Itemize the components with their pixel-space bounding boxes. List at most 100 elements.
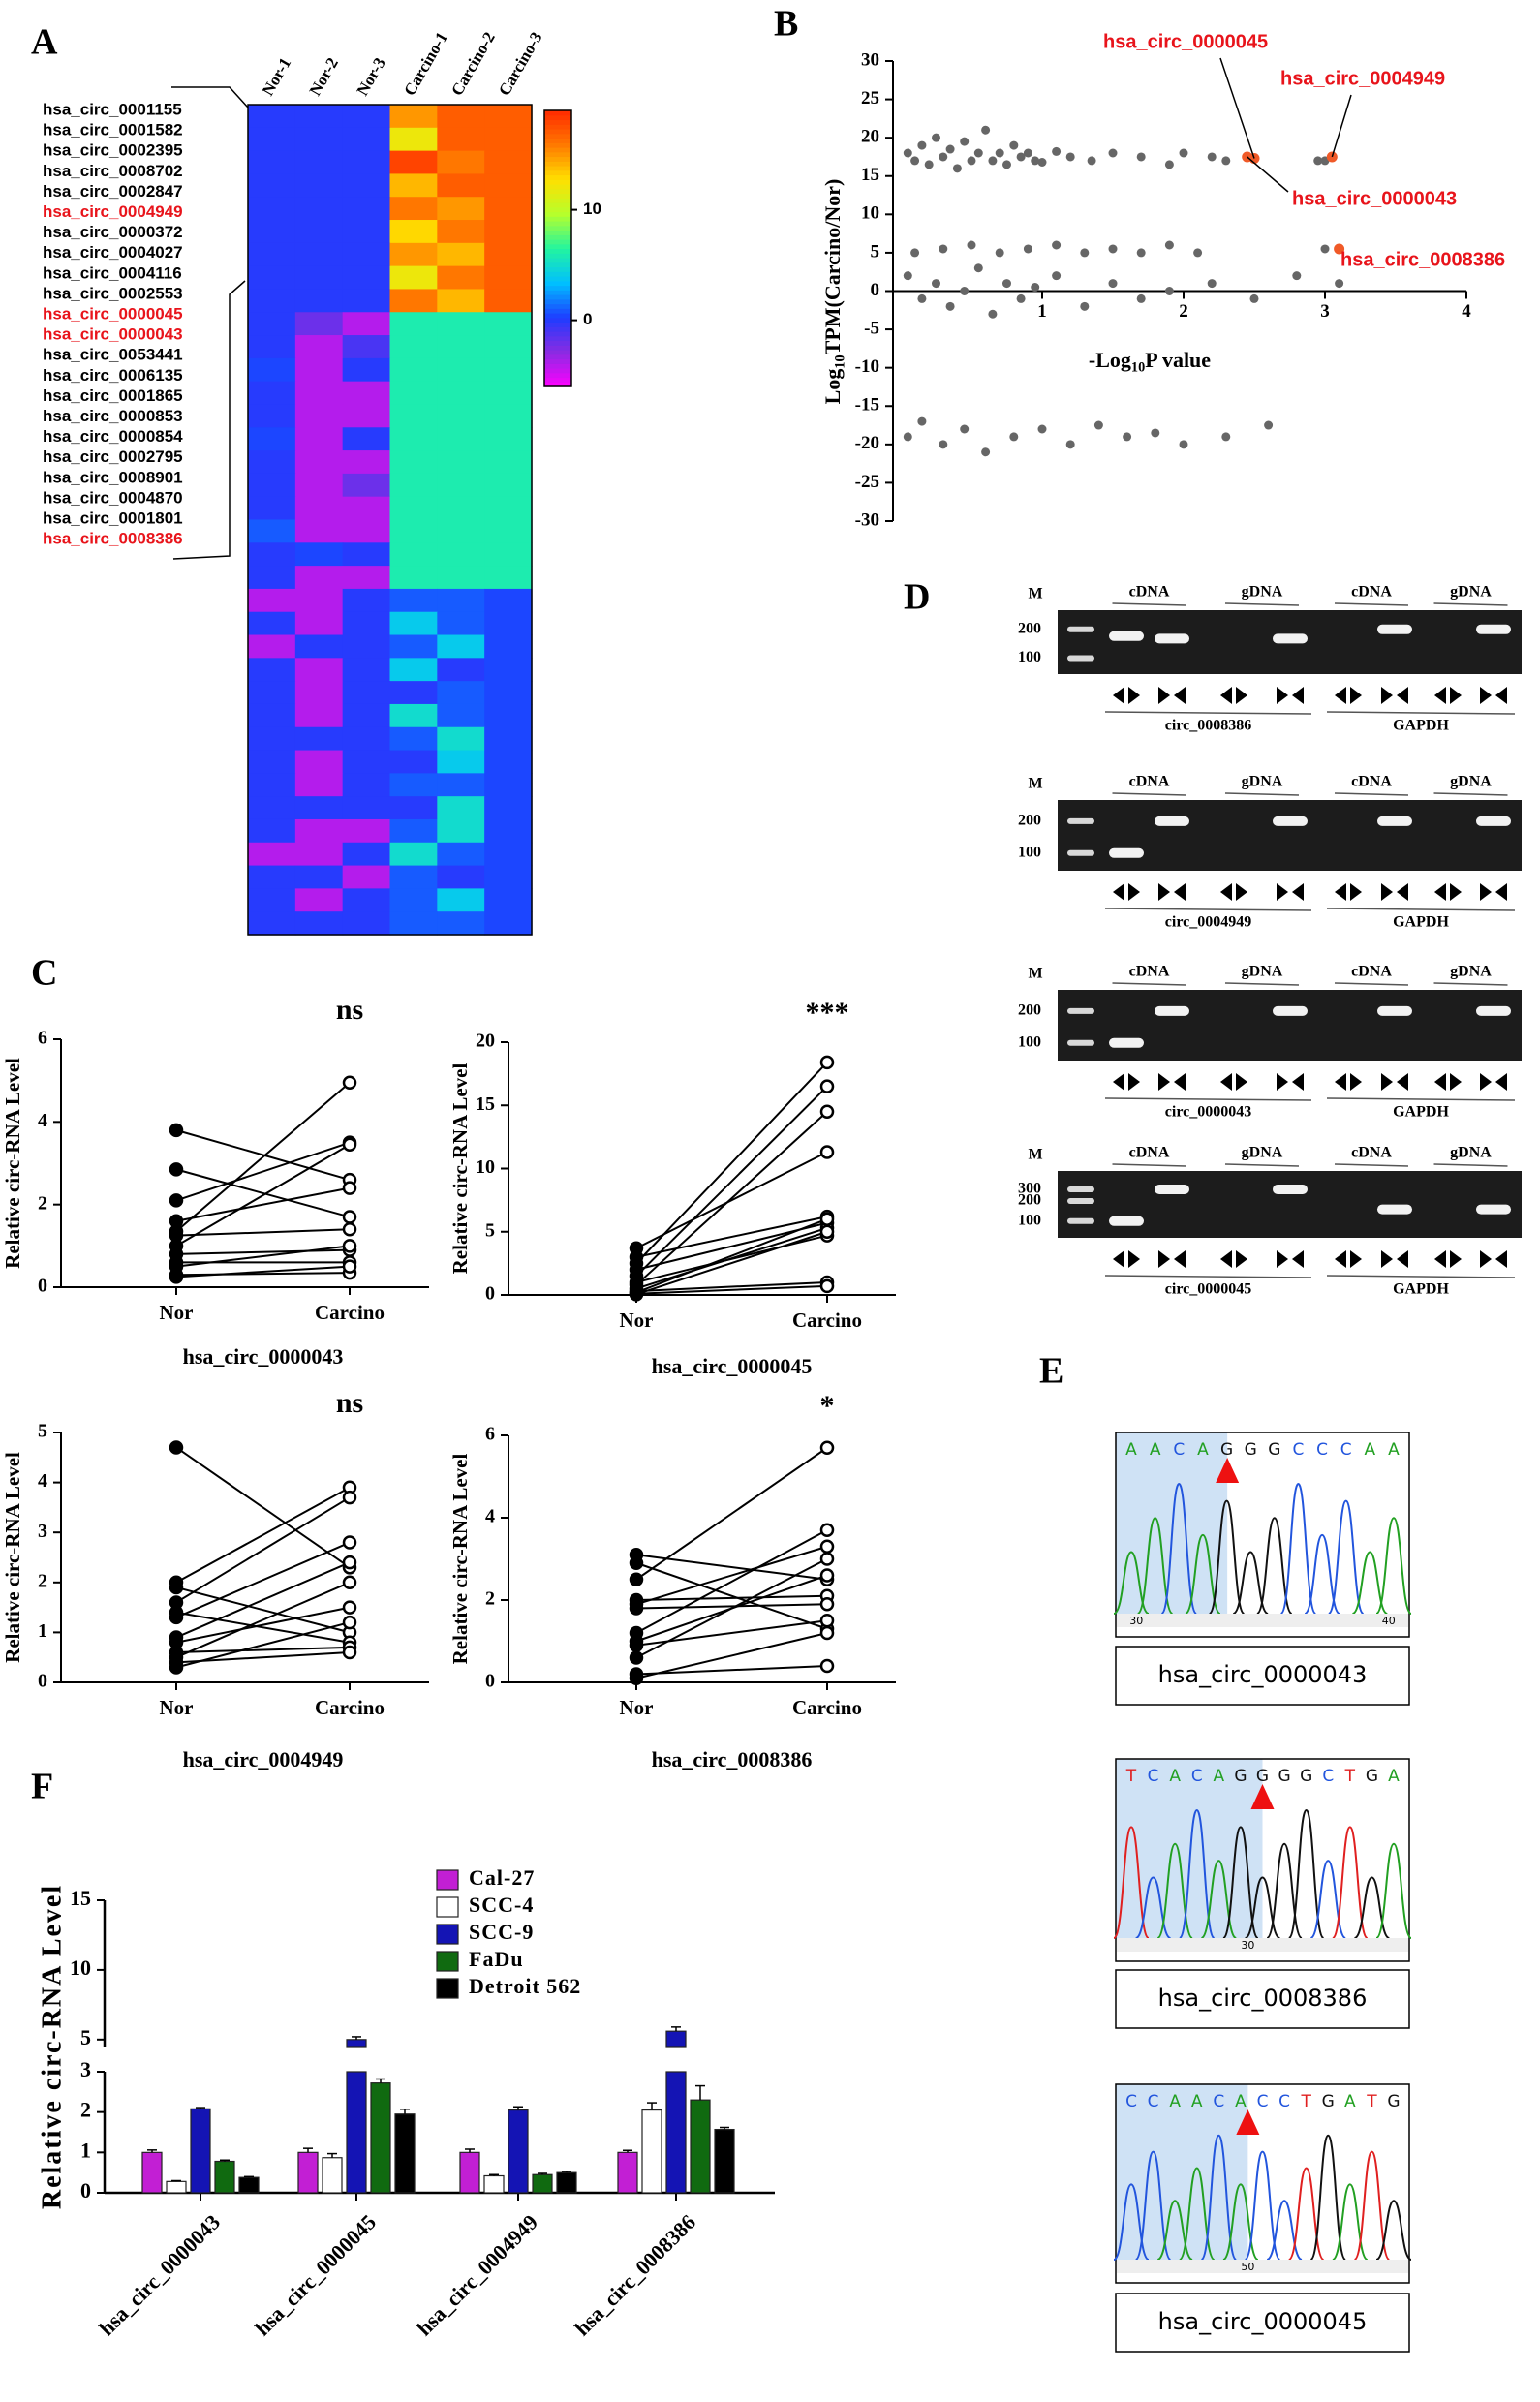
point	[629, 1650, 644, 1665]
base-letter: C	[1125, 2092, 1137, 2111]
primer-arrow	[1381, 687, 1393, 704]
point	[1093, 420, 1103, 430]
colorbar-step	[544, 179, 571, 185]
base-letter: A	[1388, 1767, 1400, 1786]
heatmap-cell	[342, 911, 391, 936]
heatmap-cell	[389, 105, 438, 129]
heatmap-cell	[389, 703, 438, 728]
heatmap-cell	[484, 658, 533, 682]
base-letter: T	[1344, 1767, 1356, 1786]
panel-label: A	[31, 22, 58, 63]
point	[342, 1575, 357, 1590]
junction-arrow	[1236, 2109, 1260, 2135]
heatmap-cell	[342, 796, 391, 820]
primer-arrow	[1292, 687, 1304, 704]
primer-arrow	[1277, 687, 1288, 704]
heatmap-cell	[248, 450, 296, 475]
point	[1320, 244, 1330, 254]
gene-label: hsa_circ_0001155	[43, 100, 182, 118]
colorbar-step	[544, 243, 571, 250]
bar	[665, 2071, 687, 2194]
point	[1002, 279, 1011, 289]
heatmap-cell	[248, 519, 296, 543]
size-label: 100	[1018, 1212, 1041, 1228]
point	[1080, 248, 1090, 258]
y-tick-label: 0	[38, 1276, 47, 1297]
x-tick-label: Carcino	[315, 1301, 385, 1324]
point	[1335, 279, 1344, 289]
trace-peak	[1304, 1533, 1341, 1615]
trace-tick-label: 30	[1241, 1939, 1254, 1952]
point	[629, 1638, 644, 1652]
heatmap-cell	[484, 312, 533, 336]
point	[342, 1535, 357, 1550]
lane-line	[1112, 602, 1186, 606]
colorbar-step	[544, 358, 571, 364]
band	[1273, 816, 1308, 826]
heatmap-cell	[484, 542, 533, 567]
gene-line	[1326, 711, 1516, 715]
point	[1037, 158, 1047, 167]
pair-line	[635, 1280, 828, 1293]
primer-arrow	[1495, 883, 1507, 901]
point	[169, 1123, 184, 1138]
size-label: 200	[1018, 813, 1041, 829]
annotation: hsa_circ_0008386	[1340, 249, 1505, 270]
heatmap-cell	[437, 473, 485, 498]
band	[1273, 633, 1308, 644]
heatmap-cell	[484, 357, 533, 383]
gene-label: hsa_circ_0001865	[43, 386, 183, 405]
point	[1052, 271, 1062, 281]
colorbar-step	[544, 174, 571, 180]
y-tick-label: -30	[855, 509, 879, 530]
base-letter: T	[1300, 2092, 1311, 2111]
colorbar-step	[544, 161, 571, 167]
marker-band	[1067, 849, 1094, 856]
label-box	[1115, 2293, 1410, 2353]
lane-line	[1224, 602, 1300, 606]
primer-arrow	[1174, 1073, 1186, 1091]
heatmap-cell	[484, 796, 533, 820]
band	[1273, 1005, 1308, 1016]
point	[945, 301, 955, 311]
gene-label: hsa_circ_0002553	[43, 284, 183, 302]
primer-arrow	[1480, 883, 1492, 901]
colorbar-step	[544, 317, 571, 323]
bar	[141, 2151, 163, 2194]
point	[629, 1572, 644, 1586]
label-box	[1115, 1646, 1410, 1706]
bar	[459, 2151, 480, 2194]
heatmap-cell	[342, 726, 391, 752]
point	[1164, 240, 1174, 250]
y-axis-label: Log10TPM(Carcino/Nor)	[820, 179, 848, 405]
heatmap-cell	[342, 265, 391, 291]
pair-line	[175, 1606, 351, 1644]
y-tick-label: 25	[861, 88, 879, 108]
heatmap-cell	[484, 105, 533, 129]
pair-line	[175, 1561, 351, 1639]
heatmap-cell	[437, 888, 485, 912]
colorbar-tick-label: 0	[583, 310, 592, 328]
gene-line	[1104, 1275, 1312, 1278]
x-tick-label: hsa_circ_0008386	[570, 2209, 700, 2340]
point	[819, 1212, 835, 1226]
trace-peak	[1327, 1499, 1365, 1615]
colorbar-step	[544, 335, 571, 342]
heatmap-cell	[342, 357, 391, 383]
pair-line	[175, 1168, 351, 1218]
trace-peak	[1208, 1499, 1246, 1615]
primer-arrow	[1292, 1073, 1304, 1091]
heatmap-cell	[294, 312, 344, 336]
heatmap-cell	[248, 335, 296, 359]
point	[342, 1555, 357, 1570]
colorbar-step	[544, 331, 571, 337]
base-letter: A	[1235, 2092, 1247, 2111]
heatmap-cell	[484, 566, 533, 590]
trace-peak	[1287, 1808, 1325, 1939]
heatmap-cell	[389, 542, 438, 567]
bar	[641, 2109, 662, 2194]
pair-line	[635, 1561, 828, 1630]
colorbar-step	[544, 294, 571, 300]
bar	[166, 2180, 187, 2194]
point	[819, 1440, 835, 1455]
